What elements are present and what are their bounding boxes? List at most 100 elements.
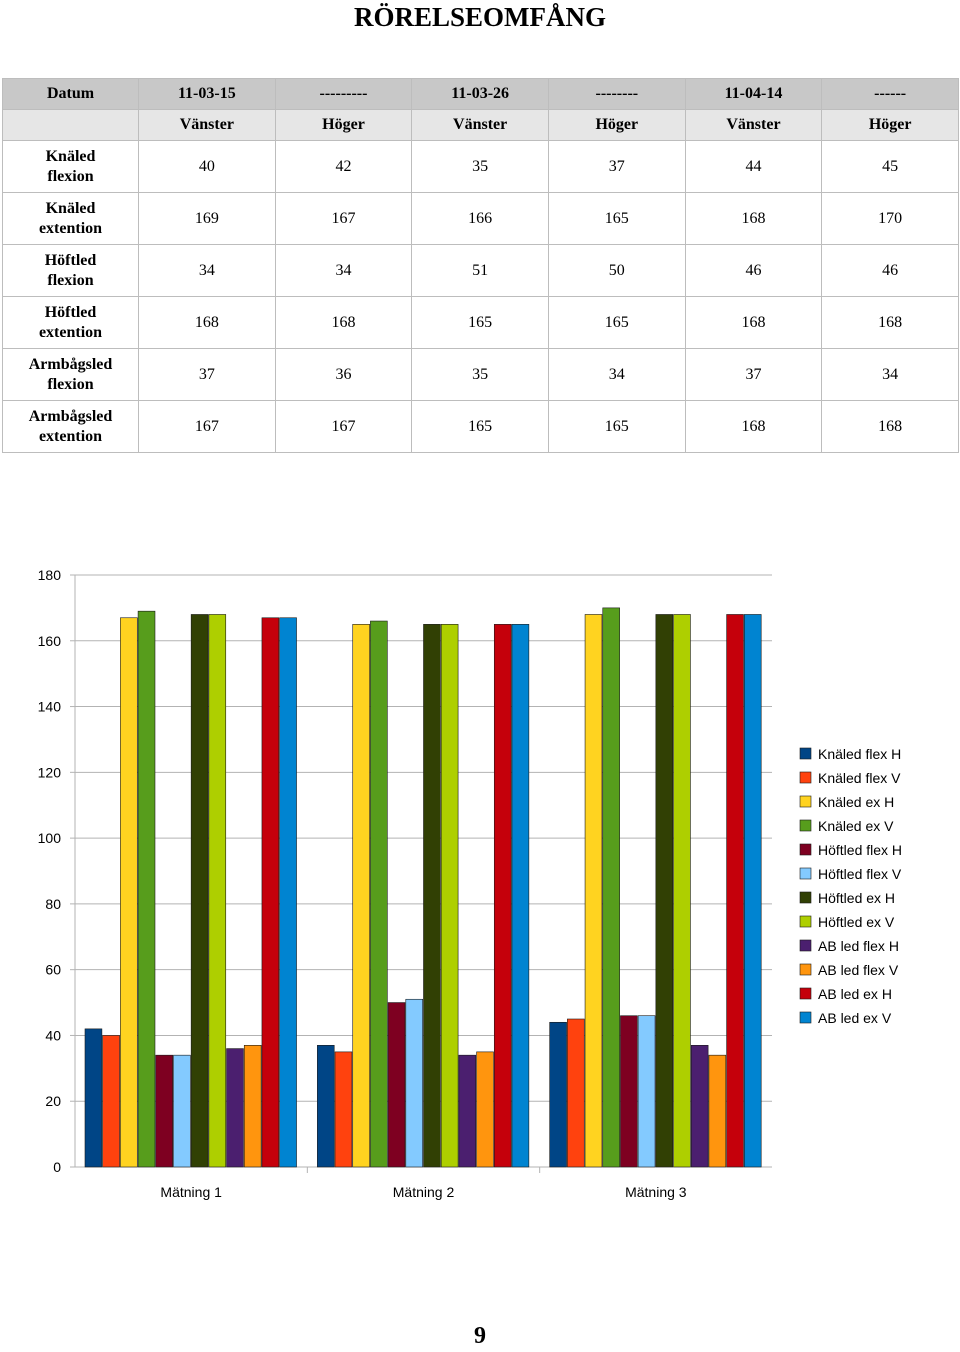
value-cell: 168 bbox=[684, 296, 823, 349]
table-row: Armbågsled flexion 37 36 35 34 37 34 bbox=[2, 348, 959, 401]
value-cell: 35 bbox=[411, 348, 549, 401]
legend-swatch bbox=[799, 747, 812, 760]
bar bbox=[120, 617, 138, 1168]
legend-label: AB led ex H bbox=[818, 986, 892, 1002]
bar bbox=[690, 1045, 709, 1168]
bar bbox=[243, 1045, 262, 1168]
row-label: Armbågsled flexion bbox=[2, 348, 139, 401]
bar bbox=[511, 624, 530, 1168]
header-cell: ------ bbox=[821, 78, 959, 110]
table-row: Armbågsled extention 167 167 165 165 168 … bbox=[2, 400, 959, 453]
row-label: Höftled extention bbox=[2, 296, 139, 349]
bar-chart: 0 20 40 60 80 100 120 140 160 180 Mätning 1 Mätning… bbox=[38, 567, 902, 1200]
bar bbox=[549, 1021, 567, 1168]
y-tick-label: 40 bbox=[45, 1027, 61, 1043]
value-cell: 167 bbox=[138, 400, 276, 453]
value-cell: 165 bbox=[547, 400, 686, 453]
bar bbox=[493, 624, 512, 1168]
header-cell bbox=[2, 109, 139, 141]
legend-swatch bbox=[799, 987, 812, 1000]
bar bbox=[279, 617, 297, 1168]
bar bbox=[84, 1028, 103, 1168]
bar bbox=[317, 1045, 335, 1168]
value-cell: 170 bbox=[821, 192, 959, 245]
value-cell: 50 bbox=[547, 244, 686, 297]
value-cell: 44 bbox=[684, 140, 823, 193]
value-cell: 167 bbox=[274, 400, 413, 453]
y-tick-label: 100 bbox=[38, 830, 62, 846]
bar bbox=[261, 617, 280, 1168]
header-cell: 11-03-26 bbox=[411, 78, 549, 110]
bar bbox=[405, 998, 423, 1168]
legend-swatch bbox=[799, 795, 812, 808]
header-cell: Vänster bbox=[138, 109, 276, 141]
value-cell: 165 bbox=[547, 192, 686, 245]
bar bbox=[673, 614, 691, 1168]
value-cell: 37 bbox=[547, 140, 686, 193]
bar bbox=[352, 624, 370, 1168]
table-header-dates: Datum 11-03-15 --------- 11-03-26 ------… bbox=[2, 78, 959, 110]
bar bbox=[102, 1035, 120, 1168]
bar bbox=[567, 1018, 585, 1168]
value-cell: 168 bbox=[821, 400, 959, 453]
value-cell: 166 bbox=[411, 192, 549, 245]
y-tick-label: 160 bbox=[38, 633, 62, 649]
table-row: Höftled flexion 34 34 51 50 46 46 bbox=[2, 244, 959, 297]
legend-label: Höftled flex H bbox=[818, 842, 902, 858]
value-cell: 36 bbox=[274, 348, 413, 401]
bar bbox=[387, 1002, 406, 1168]
bar bbox=[458, 1054, 477, 1168]
value-cell: 34 bbox=[138, 244, 276, 297]
page-title: RÖRELSEOMFÅNG bbox=[353, 2, 607, 32]
value-cell: 165 bbox=[411, 400, 549, 453]
page-number: 9 bbox=[474, 1323, 486, 1349]
value-cell: 165 bbox=[547, 296, 686, 349]
bar bbox=[137, 610, 156, 1168]
value-cell: 40 bbox=[138, 140, 276, 193]
row-label: Knäled extention bbox=[2, 192, 139, 245]
bar bbox=[726, 614, 744, 1168]
value-cell: 165 bbox=[411, 296, 549, 349]
value-cell: 34 bbox=[821, 348, 959, 401]
bar bbox=[602, 607, 620, 1168]
value-cell: 168 bbox=[684, 400, 823, 453]
legend-label: AB led flex H bbox=[818, 938, 899, 954]
header-cell: Höger bbox=[547, 109, 686, 141]
y-tick-label: 60 bbox=[45, 962, 61, 978]
table-row: Knäled flexion 40 42 35 37 44 45 bbox=[2, 140, 959, 193]
x-category-label: Mätning 3 bbox=[625, 1184, 687, 1200]
value-cell: 46 bbox=[821, 244, 959, 297]
rom-table: Datum 11-03-15 --------- 11-03-26 ------… bbox=[2, 78, 959, 453]
row-label: Armbågsled extention bbox=[2, 400, 139, 453]
bar bbox=[370, 620, 388, 1168]
bar bbox=[655, 614, 674, 1168]
value-cell: 168 bbox=[821, 296, 959, 349]
table-row: Höftled extention 168 168 165 165 168 168 bbox=[2, 296, 959, 349]
x-category-label: Mätning 2 bbox=[393, 1184, 455, 1200]
value-cell: 51 bbox=[411, 244, 549, 297]
y-tick-label: 140 bbox=[38, 699, 62, 715]
legend-label: Höftled flex V bbox=[818, 866, 902, 882]
table-row: Knäled extention 169 167 166 165 168 170 bbox=[2, 192, 959, 245]
value-cell: 37 bbox=[138, 348, 276, 401]
row-label: Höftled flexion bbox=[2, 244, 139, 297]
legend-label: Knäled ex H bbox=[818, 794, 894, 810]
value-cell: 35 bbox=[411, 140, 549, 193]
header-cell: Vänster bbox=[411, 109, 549, 141]
bar bbox=[334, 1051, 353, 1168]
bar bbox=[637, 1015, 656, 1168]
legend-label: AB led ex V bbox=[818, 1010, 892, 1026]
header-cell: 11-03-15 bbox=[138, 78, 276, 110]
bar bbox=[173, 1054, 191, 1168]
legend-label: Knäled ex V bbox=[818, 818, 894, 834]
x-category-label: Mätning 1 bbox=[160, 1184, 222, 1200]
legend-swatch bbox=[799, 867, 812, 880]
bar bbox=[440, 624, 459, 1168]
bar bbox=[620, 1015, 638, 1168]
value-cell: 42 bbox=[274, 140, 413, 193]
y-tick-label: 0 bbox=[53, 1159, 61, 1175]
value-cell: 37 bbox=[684, 348, 823, 401]
value-cell: 168 bbox=[274, 296, 413, 349]
value-cell: 168 bbox=[138, 296, 276, 349]
value-cell: 167 bbox=[274, 192, 413, 245]
